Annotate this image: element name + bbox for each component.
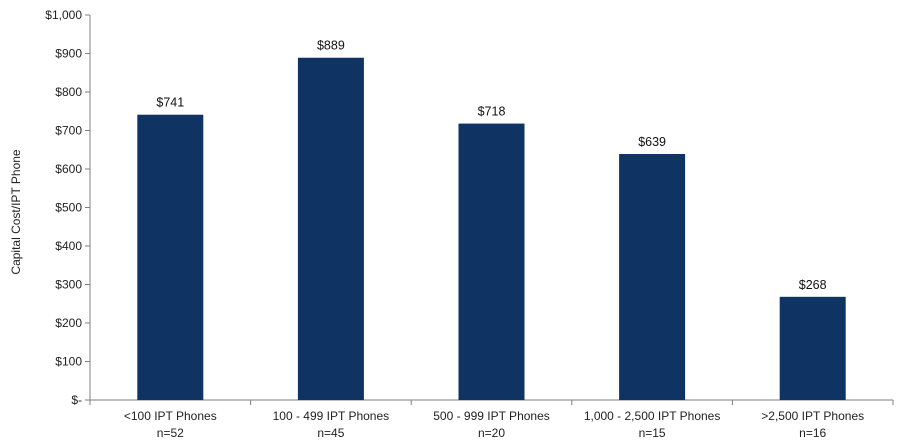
y-axis-ticks: $- $100 $200 $300 $400 $500 $600 $700 $800 $900 $1… — [45, 8, 90, 407]
y-tick-label: $200 — [55, 316, 82, 330]
data-label: $268 — [799, 278, 827, 292]
y-tick-label: $400 — [55, 239, 82, 253]
y-tick-label: $800 — [55, 85, 82, 99]
category-label: 1,000 - 2,500 IPT Phones — [584, 409, 721, 423]
category-label: 100 - 499 IPT Phones — [273, 409, 390, 423]
y-tick-label: $600 — [55, 162, 82, 176]
category-label: >2,500 IPT Phones — [761, 409, 864, 423]
bar — [297, 57, 364, 401]
y-tick-label: $- — [71, 393, 82, 407]
data-label: $718 — [478, 105, 506, 119]
data-label: $741 — [156, 96, 184, 110]
bar — [619, 153, 686, 400]
category-sample-size: n=52 — [157, 426, 184, 440]
y-tick-label: $100 — [55, 355, 82, 369]
category-sample-size: n=45 — [317, 426, 344, 440]
category-sample-size: n=16 — [799, 426, 826, 440]
y-axis-title: Capital Cost/IPT Phone — [9, 149, 23, 275]
bar — [458, 123, 525, 400]
category-label: 500 - 999 IPT Phones — [433, 409, 550, 423]
y-tick-label: $900 — [55, 47, 82, 61]
data-label: $639 — [638, 135, 666, 149]
category-sample-size: n=20 — [478, 426, 505, 440]
x-axis-labels: <100 IPT Phones n=52 100 - 499 IPT Phones n… — [124, 409, 864, 440]
category-label: <100 IPT Phones — [124, 409, 217, 423]
category-sample-size: n=15 — [639, 426, 666, 440]
y-tick-label: $500 — [55, 201, 82, 215]
y-tick-label: $1,000 — [45, 8, 82, 22]
y-tick-label: $300 — [55, 278, 82, 292]
bar — [137, 114, 204, 400]
data-label: $889 — [317, 39, 345, 53]
data-labels: $741 $889 $718 $639 $268 — [156, 39, 826, 292]
y-tick-label: $700 — [55, 124, 82, 138]
bar — [779, 296, 846, 400]
bars — [137, 57, 846, 401]
